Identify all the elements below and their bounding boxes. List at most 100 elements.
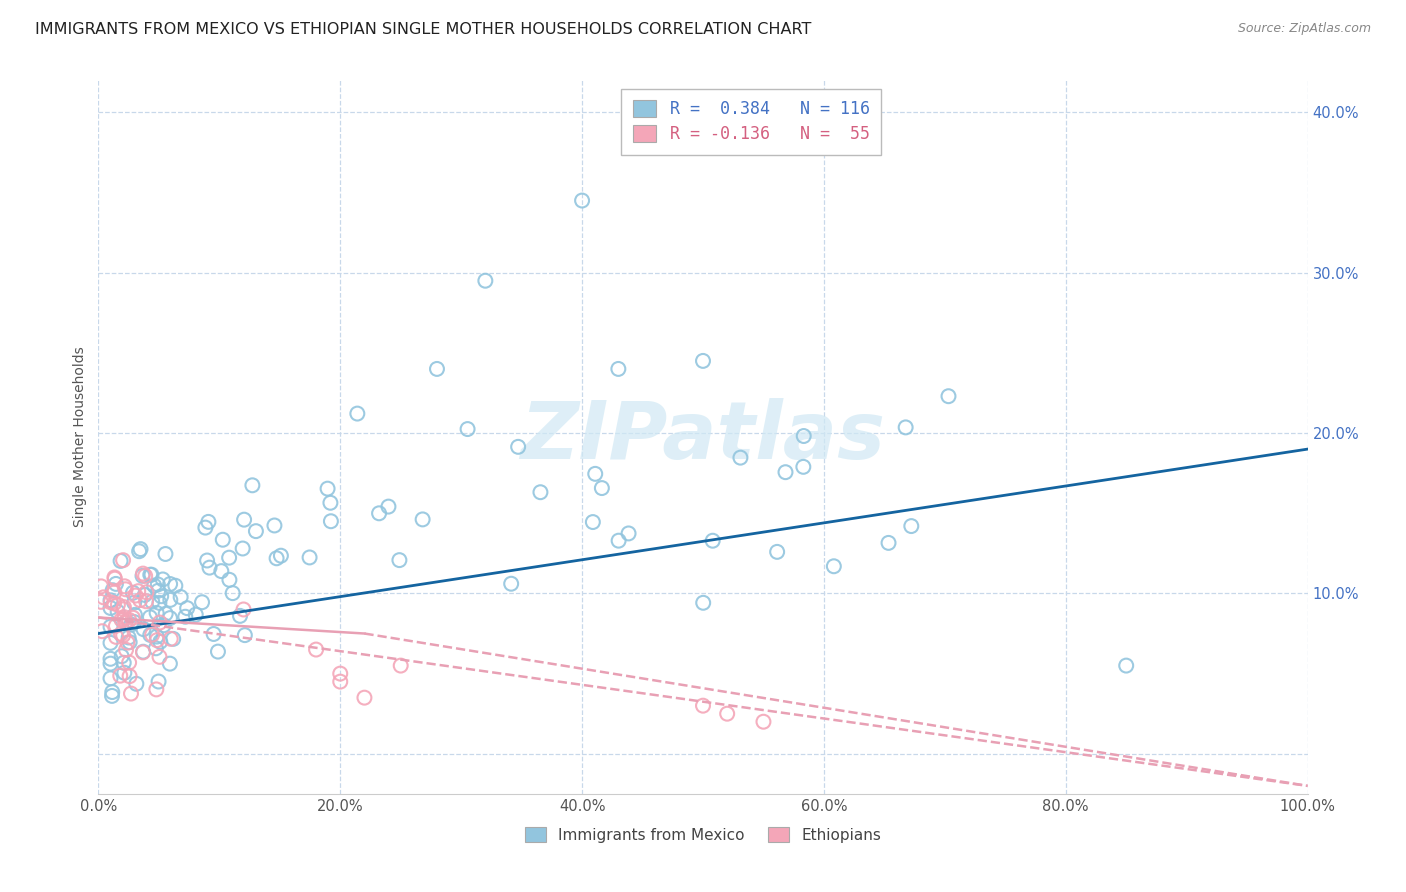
Point	[389, 658, 412, 673]
Point	[155, 607, 177, 621]
Point	[209, 564, 232, 578]
Point	[194, 520, 217, 534]
Point	[159, 611, 181, 625]
Point	[149, 615, 172, 630]
Point	[184, 607, 207, 622]
Point	[232, 541, 254, 556]
Point	[149, 634, 172, 648]
Point	[298, 550, 321, 565]
Point	[508, 440, 530, 454]
Point	[120, 687, 142, 701]
Point	[148, 596, 170, 610]
Point	[877, 536, 900, 550]
Point	[90, 595, 112, 609]
Point	[101, 689, 124, 703]
Point	[716, 706, 738, 721]
Point	[207, 644, 229, 658]
Point	[730, 450, 752, 465]
Point	[115, 643, 138, 657]
Point	[103, 570, 125, 584]
Point	[198, 560, 221, 574]
Point	[607, 362, 630, 376]
Point	[112, 553, 135, 567]
Point	[91, 624, 114, 639]
Point	[1115, 658, 1137, 673]
Point	[134, 569, 156, 583]
Point	[107, 598, 129, 612]
Point	[112, 612, 135, 626]
Point	[221, 586, 243, 600]
Point	[104, 572, 127, 586]
Point	[232, 602, 254, 616]
Point	[319, 514, 342, 528]
Point	[100, 636, 122, 650]
Point	[388, 553, 411, 567]
Point	[152, 573, 174, 587]
Point	[122, 586, 145, 600]
Point	[412, 512, 434, 526]
Point	[114, 582, 136, 597]
Point	[125, 677, 148, 691]
Point	[124, 589, 146, 603]
Point	[174, 609, 197, 624]
Point	[103, 596, 125, 610]
Point	[159, 593, 181, 607]
Point	[100, 601, 122, 615]
Point	[218, 550, 240, 565]
Point	[191, 595, 214, 609]
Point	[132, 622, 155, 636]
Point	[141, 628, 163, 642]
Point	[139, 610, 162, 624]
Point	[792, 459, 814, 474]
Point	[110, 554, 132, 568]
Point	[107, 605, 129, 619]
Point	[128, 544, 150, 558]
Point	[148, 649, 170, 664]
Point	[100, 595, 122, 609]
Point	[100, 652, 122, 666]
Legend: Immigrants from Mexico, Ethiopians: Immigrants from Mexico, Ethiopians	[517, 819, 889, 850]
Point	[582, 515, 605, 529]
Point	[132, 645, 155, 659]
Point	[368, 506, 391, 520]
Point	[240, 478, 263, 492]
Point	[110, 627, 132, 641]
Point	[169, 590, 191, 604]
Point	[101, 685, 124, 699]
Point	[233, 513, 256, 527]
Text: IMMIGRANTS FROM MEXICO VS ETHIOPIAN SINGLE MOTHER HOUSEHOLDS CORRELATION CHART: IMMIGRANTS FROM MEXICO VS ETHIOPIAN SING…	[35, 22, 811, 37]
Point	[766, 545, 789, 559]
Point	[823, 559, 845, 574]
Point	[146, 583, 169, 598]
Point	[202, 627, 225, 641]
Point	[263, 518, 285, 533]
Point	[100, 593, 122, 607]
Point	[474, 274, 496, 288]
Point	[305, 642, 328, 657]
Point	[159, 657, 181, 671]
Point	[426, 362, 449, 376]
Point	[692, 596, 714, 610]
Point	[110, 668, 132, 682]
Point	[377, 500, 399, 514]
Point	[101, 583, 124, 598]
Point	[120, 617, 142, 632]
Point	[122, 596, 145, 610]
Point	[353, 690, 375, 705]
Point	[104, 619, 127, 633]
Point	[346, 407, 368, 421]
Point	[127, 584, 149, 599]
Point	[775, 465, 797, 479]
Point	[112, 600, 135, 615]
Point	[162, 632, 184, 646]
Text: ZIPatlas: ZIPatlas	[520, 398, 886, 476]
Text: Source: ZipAtlas.com: Source: ZipAtlas.com	[1237, 22, 1371, 36]
Point	[135, 585, 157, 599]
Point	[143, 579, 166, 593]
Point	[132, 566, 155, 581]
Point	[111, 649, 134, 664]
Point	[145, 606, 167, 620]
Point	[329, 674, 352, 689]
Point	[112, 628, 135, 642]
Point	[100, 620, 122, 634]
